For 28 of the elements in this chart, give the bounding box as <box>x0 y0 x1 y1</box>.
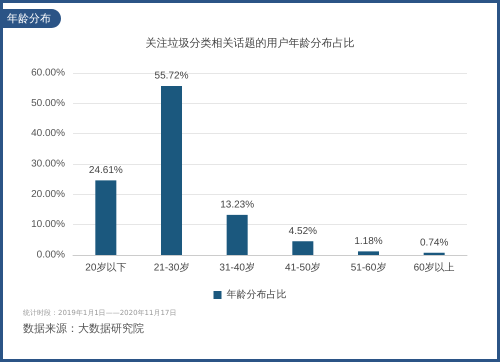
bar <box>292 241 314 255</box>
x-tick-label: 41-50岁 <box>285 262 321 274</box>
x-tick-label: 31-40岁 <box>219 262 255 274</box>
data-label: 24.61% <box>88 164 123 176</box>
x-tick-label: 51-60岁 <box>350 262 386 274</box>
legend-label: 年龄分布占比 <box>226 288 286 300</box>
bar <box>358 251 380 255</box>
bar <box>95 180 116 255</box>
x-tick-label: 20岁以下 <box>85 262 126 274</box>
bar <box>226 214 248 255</box>
y-tick-label: 0.00% <box>36 250 66 260</box>
y-tick-label: 10.00% <box>31 219 66 230</box>
data-label: 55.72% <box>154 70 189 82</box>
y-tick-label: 60.00% <box>31 68 66 78</box>
data-label: 13.23% <box>220 199 254 210</box>
y-tick-label: 50.00% <box>31 98 66 109</box>
source-note: 数据来源：大数据研究院 <box>23 321 144 336</box>
y-tick-label: 30.00% <box>31 158 66 170</box>
text: 年龄分布 <box>3 9 61 28</box>
x-tick-label: 60岁以上 <box>414 262 455 274</box>
chart-title: 关注垃圾分类相关话题的用户年龄分布占比 <box>146 36 354 50</box>
x-tick-label: 21-30岁 <box>154 262 190 274</box>
y-tick-label: 40.00% <box>31 128 66 140</box>
data-label: 0.74% <box>420 237 448 248</box>
bar <box>160 86 182 255</box>
data-label: 1.18% <box>354 236 383 247</box>
y-tick-label: 20.00% <box>31 188 66 200</box>
data-label: 4.52% <box>288 226 318 237</box>
